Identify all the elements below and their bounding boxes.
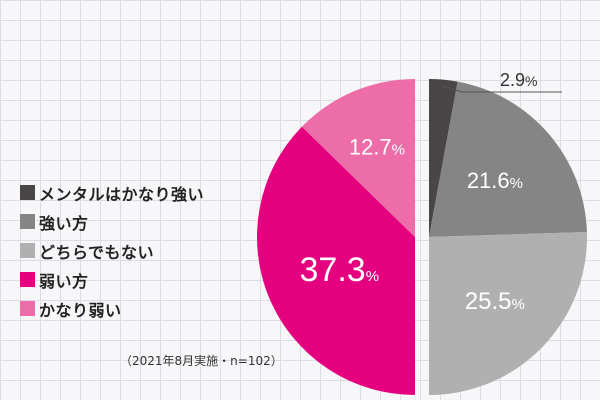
legend-item-neither: どちらでもない xyxy=(20,236,204,265)
slice-label-neither: 25.5% xyxy=(465,288,525,315)
legend-swatch-strong xyxy=(20,214,35,229)
legend-swatch-weak xyxy=(20,272,35,287)
legend-item-strong: 強い方 xyxy=(20,207,204,236)
slice-label-very-strong: 2.9% xyxy=(500,70,537,90)
legend-item-very-weak: かなり弱い xyxy=(20,294,204,323)
slice-label-very-weak: 12.7% xyxy=(349,134,405,159)
survey-note: （2021年8月実施・n=102） xyxy=(120,354,283,368)
slice-neither xyxy=(429,232,587,395)
legend-label-very-weak: かなり弱い xyxy=(39,300,122,320)
slice-very-strong xyxy=(429,79,458,237)
callout-line-very-strong xyxy=(442,85,562,93)
slice-label-weak: 37.3% xyxy=(300,251,380,289)
slice-weak xyxy=(257,126,415,395)
slice-very-weak xyxy=(301,79,415,237)
legend-swatch-very-weak xyxy=(20,301,35,316)
legend-label-neither: どちらでもない xyxy=(39,242,155,262)
slice-label-strong: 21.6% xyxy=(467,168,523,193)
legend-label-strong: 強い方 xyxy=(39,213,89,233)
legend-label-weak: 弱い方 xyxy=(39,271,89,291)
legend: メンタルはかなり強い 強い方 どちらでもない 弱い方 かなり弱い xyxy=(20,178,204,323)
legend-label-very-strong: メンタルはかなり強い xyxy=(39,184,205,204)
legend-swatch-very-strong xyxy=(20,185,35,200)
legend-item-weak: 弱い方 xyxy=(20,265,204,294)
slice-strong xyxy=(429,81,587,237)
legend-item-very-strong: メンタルはかなり強い xyxy=(20,178,204,207)
legend-swatch-neither xyxy=(20,243,35,258)
